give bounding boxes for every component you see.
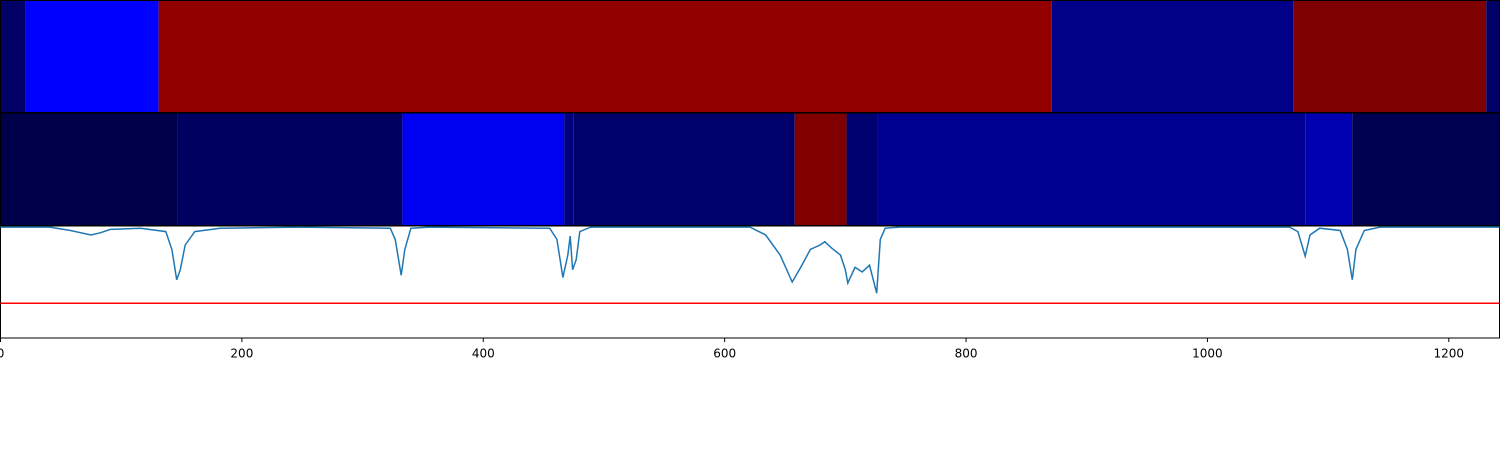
strip-segment bbox=[1305, 113, 1353, 226]
x-tick-label: 200 bbox=[230, 347, 253, 361]
strip-segment bbox=[1352, 113, 1500, 226]
plot-frame bbox=[0, 225, 1500, 339]
strip-segment bbox=[25, 0, 159, 113]
x-tick-label: 1200 bbox=[1434, 347, 1465, 361]
strip-segment bbox=[846, 113, 878, 226]
strip-segment bbox=[877, 113, 1306, 226]
strip-segment bbox=[402, 113, 565, 226]
strip-segment bbox=[0, 0, 26, 113]
strip-segment bbox=[158, 0, 1052, 113]
x-tick-label: 600 bbox=[713, 347, 736, 361]
strip-segment bbox=[573, 113, 795, 226]
strip-segment bbox=[1051, 0, 1294, 113]
series-line bbox=[0, 226, 1500, 294]
x-tick-label: 0 bbox=[0, 347, 4, 361]
strip-segment bbox=[564, 113, 574, 226]
strip-segment bbox=[1293, 0, 1487, 113]
x-tick-label: 1000 bbox=[1192, 347, 1223, 361]
strip-segment bbox=[794, 113, 847, 226]
x-tick-label: 800 bbox=[955, 347, 978, 361]
strip-segment bbox=[1486, 0, 1500, 113]
x-tick-label: 400 bbox=[472, 347, 495, 361]
strip-segment bbox=[0, 113, 178, 226]
strip-segment bbox=[177, 113, 403, 226]
